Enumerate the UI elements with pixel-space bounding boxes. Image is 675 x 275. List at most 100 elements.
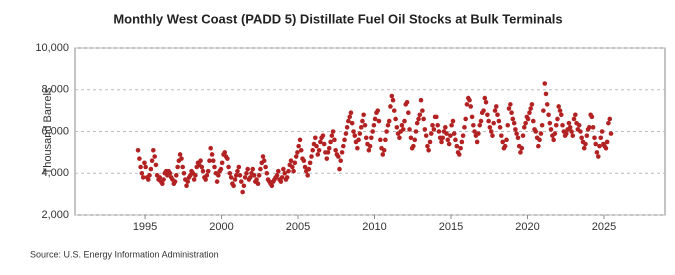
point <box>576 122 582 128</box>
point <box>462 125 467 130</box>
point <box>491 120 496 126</box>
point <box>397 135 402 141</box>
point <box>139 170 145 176</box>
point <box>418 97 424 103</box>
point <box>293 154 299 159</box>
point <box>445 137 451 143</box>
point <box>541 108 546 113</box>
point <box>344 125 350 130</box>
point <box>573 112 578 118</box>
point <box>332 137 337 143</box>
point <box>463 116 468 122</box>
point <box>269 183 275 189</box>
point <box>210 158 216 164</box>
point <box>226 164 231 170</box>
point <box>274 173 280 178</box>
point <box>284 175 290 180</box>
point <box>241 183 247 189</box>
point <box>406 110 411 116</box>
point <box>212 164 217 170</box>
point <box>357 131 363 136</box>
point <box>542 81 548 86</box>
point <box>411 143 416 149</box>
point <box>172 179 178 184</box>
point <box>328 139 333 145</box>
point <box>372 116 378 122</box>
point <box>428 131 434 136</box>
point <box>539 122 545 128</box>
point <box>369 135 374 141</box>
point <box>203 177 208 182</box>
point <box>485 112 490 118</box>
point <box>179 156 184 161</box>
point <box>199 164 205 170</box>
point <box>571 116 577 122</box>
point <box>184 183 189 189</box>
point <box>434 114 439 120</box>
point <box>448 133 453 138</box>
point <box>250 166 256 172</box>
point <box>493 104 499 109</box>
x-tick-label: 1995 <box>133 221 157 233</box>
point <box>495 112 500 118</box>
point <box>583 141 588 147</box>
point <box>291 168 296 174</box>
point <box>233 173 239 178</box>
point <box>320 133 326 138</box>
point <box>560 122 565 128</box>
point <box>607 116 613 122</box>
point <box>454 143 460 149</box>
point <box>245 166 251 172</box>
point <box>370 129 375 134</box>
point <box>456 152 462 157</box>
point <box>474 139 480 145</box>
point <box>502 143 508 149</box>
point <box>511 120 517 126</box>
point <box>604 139 610 145</box>
point <box>440 135 446 141</box>
point <box>451 131 457 136</box>
point <box>361 112 366 118</box>
point <box>459 139 465 145</box>
point <box>347 114 353 120</box>
point <box>216 173 221 178</box>
point <box>458 145 463 151</box>
point <box>352 133 358 138</box>
point <box>366 147 372 153</box>
point <box>422 127 428 132</box>
y-tick-label: 4,000 <box>41 167 69 179</box>
point <box>281 166 286 172</box>
point <box>325 150 331 155</box>
point <box>295 150 300 155</box>
point <box>302 164 308 170</box>
point <box>214 179 220 184</box>
point <box>593 141 599 147</box>
point <box>589 114 595 120</box>
point <box>567 125 573 130</box>
point <box>355 145 360 151</box>
point <box>551 137 556 143</box>
point <box>151 147 156 153</box>
point <box>477 122 483 128</box>
point <box>152 154 157 159</box>
point <box>238 179 244 184</box>
point <box>569 129 574 134</box>
point <box>362 122 368 128</box>
point <box>389 93 395 99</box>
point <box>371 122 377 128</box>
point <box>251 173 257 178</box>
point <box>296 143 301 149</box>
point <box>606 120 611 126</box>
point <box>536 143 541 149</box>
point <box>375 108 381 113</box>
point <box>420 108 425 113</box>
point <box>161 177 166 182</box>
point <box>351 129 356 134</box>
point <box>290 164 295 170</box>
point <box>384 129 389 134</box>
point <box>553 122 559 128</box>
point <box>525 116 531 122</box>
point <box>232 177 238 182</box>
point <box>546 112 551 118</box>
